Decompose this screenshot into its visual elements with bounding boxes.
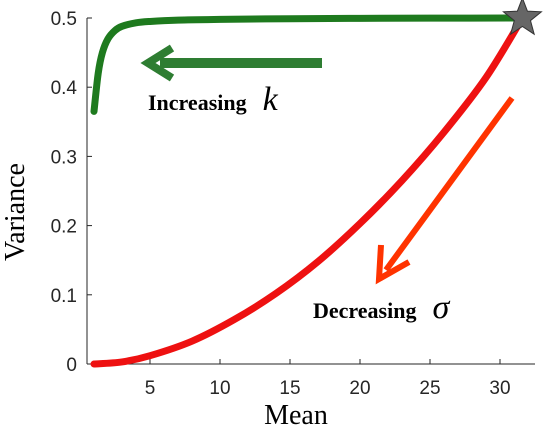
- increasing-annotation: Increasing k: [148, 81, 279, 118]
- star-marker-icon: [502, 0, 543, 36]
- x-tick-label: 15: [279, 378, 300, 399]
- x-axis-title: Mean: [264, 400, 328, 430]
- y-tick-label: 0: [66, 355, 77, 376]
- x-tick-label: 25: [419, 378, 440, 399]
- decreasing-label: Decreasing: [313, 298, 416, 323]
- y-tick-label: 0.2: [51, 217, 77, 238]
- k-symbol: k: [263, 81, 279, 118]
- x-tick-label: 5: [145, 378, 156, 399]
- y-tick-label: 0.5: [51, 9, 77, 30]
- increasing-label: Increasing: [148, 90, 247, 115]
- series-line-green: [90, 14, 526, 115]
- y-tick-label: 0.3: [51, 147, 77, 168]
- decreasing-annotation: Decreasing σ: [313, 289, 450, 326]
- y-tick-label: 0.1: [51, 286, 77, 307]
- decreasing-sigma-arrow: [375, 96, 515, 285]
- increasing-k-arrow: [140, 44, 322, 82]
- y-tick-label: 0.4: [51, 78, 78, 99]
- x-tick-label: 20: [349, 378, 370, 399]
- sigma-symbol: σ: [432, 289, 450, 326]
- series-line-red: [90, 14, 526, 368]
- y-axis-title: Variance: [0, 163, 31, 261]
- x-tick-label: 10: [209, 378, 230, 399]
- x-tick-label: 30: [489, 378, 510, 399]
